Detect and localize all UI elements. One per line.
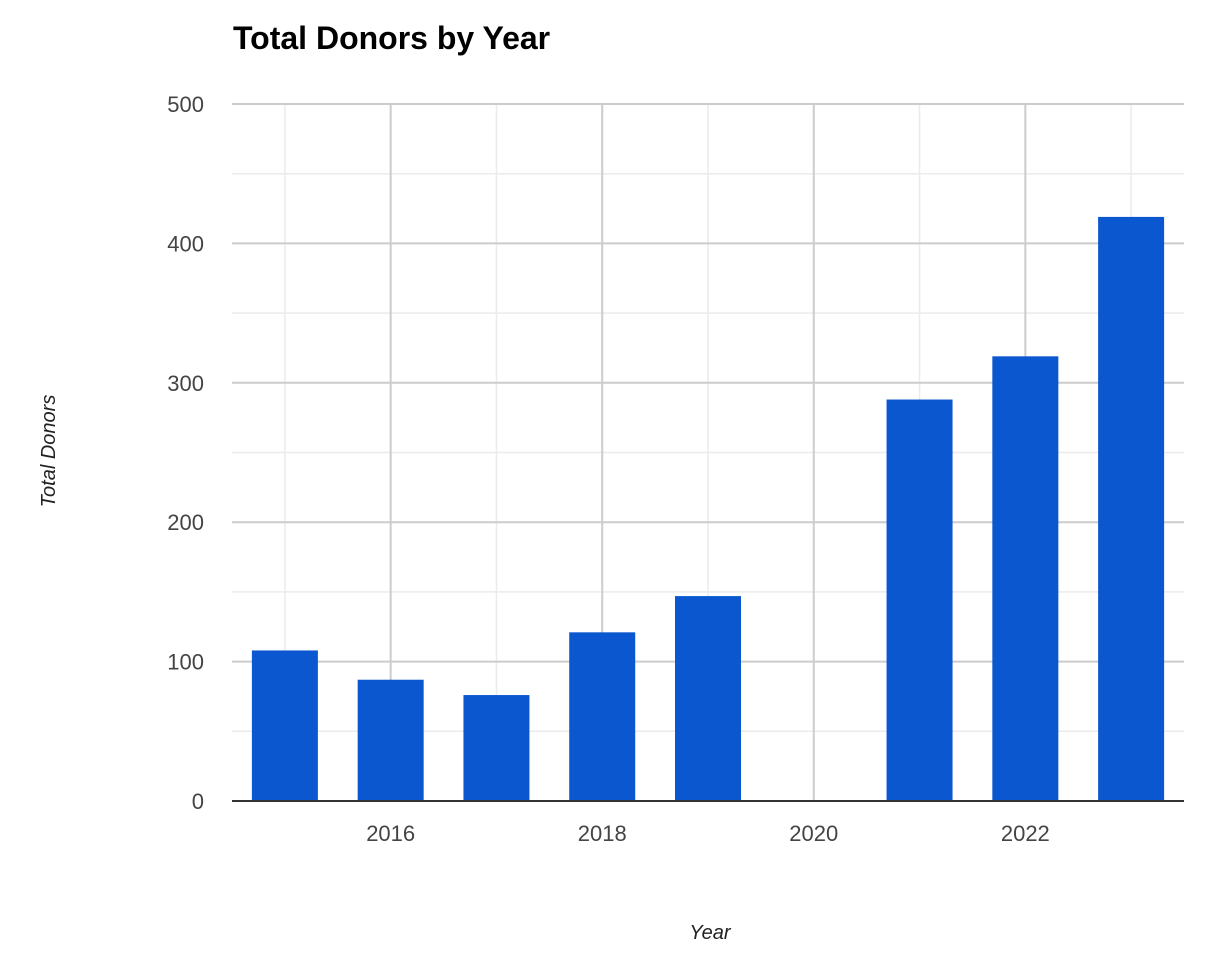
y-tick-label: 400 bbox=[167, 231, 204, 256]
bar-2019 bbox=[675, 596, 741, 801]
bar-2017 bbox=[463, 695, 530, 801]
y-tick-label: 100 bbox=[167, 650, 204, 675]
y-tick-label: 300 bbox=[167, 371, 204, 396]
y-axis-tick-labels: 0 100 200 300 400 500 bbox=[167, 92, 204, 814]
y-tick-label: 0 bbox=[192, 789, 204, 814]
y-tick-label: 500 bbox=[167, 92, 204, 117]
x-tick-label: 2020 bbox=[789, 821, 838, 846]
bar-2015 bbox=[251, 650, 318, 801]
x-tick-label: 2016 bbox=[366, 821, 415, 846]
x-axis-title: Year bbox=[689, 922, 731, 944]
bar-2021 bbox=[886, 399, 953, 801]
x-axis-tick-labels: 2016 2018 2020 2022 bbox=[366, 821, 1050, 846]
x-tick-label: 2022 bbox=[1001, 821, 1050, 846]
bar-2018 bbox=[569, 632, 636, 801]
x-tick-label: 2018 bbox=[578, 821, 627, 846]
bar-2023 bbox=[1098, 216, 1165, 801]
y-axis-title: Total Donors bbox=[38, 395, 60, 508]
bars bbox=[251, 216, 1165, 801]
chart-title: Total Donors by Year bbox=[233, 20, 550, 56]
bar-2016 bbox=[357, 679, 424, 801]
bar-2022 bbox=[992, 356, 1059, 801]
y-tick-label: 200 bbox=[167, 510, 204, 535]
